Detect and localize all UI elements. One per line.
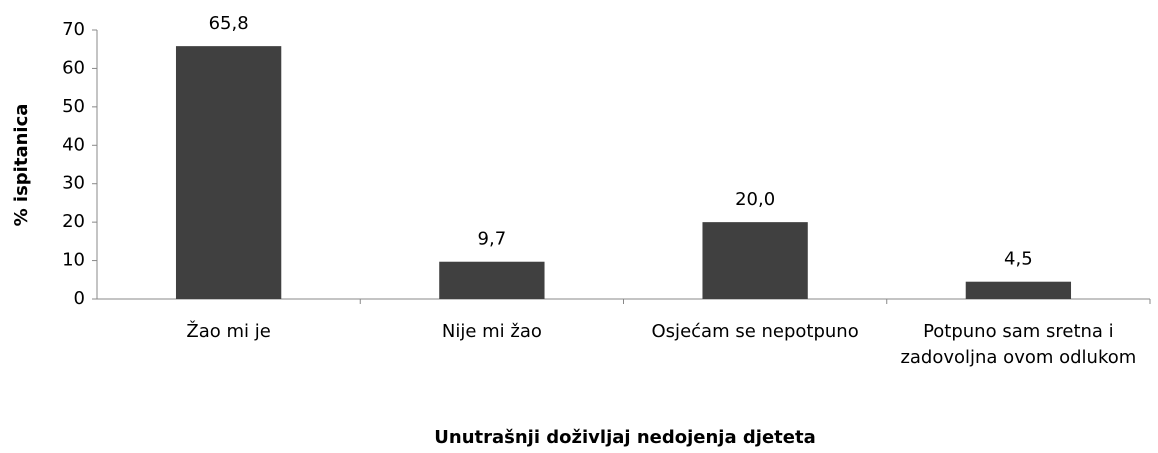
y-tick-label: 50 — [62, 96, 85, 117]
y-tick-label: 0 — [74, 288, 85, 309]
x-tick-label-box: Žao mi je — [186, 321, 271, 342]
value-label: 9,7 — [478, 229, 507, 250]
bar — [702, 222, 808, 299]
bar — [175, 46, 282, 299]
x-tick-label: Potpuno sam sretna i zadovoljna ovom odl… — [900, 321, 1137, 368]
bar — [439, 261, 545, 299]
x-tick-label-box: Nije mi žao — [441, 321, 542, 342]
value-label: 20,0 — [735, 189, 775, 210]
y-tick-label: 20 — [62, 211, 85, 232]
y-tick-label: 40 — [62, 134, 85, 155]
x-tick-label: Osjećam se nepotpuno — [651, 321, 859, 342]
bar — [965, 281, 1072, 299]
x-tick-label-box: Potpuno sam sretna i zadovoljna ovom odl… — [900, 321, 1137, 368]
y-tick-label: 70 — [62, 19, 85, 40]
y-tick-label: 60 — [62, 57, 85, 78]
value-label: 4,5 — [1004, 249, 1033, 270]
value-label: 65,8 — [209, 13, 249, 34]
y-tick-label: 30 — [62, 173, 85, 194]
x-tick-label-box: Osjećam se nepotpuno — [651, 321, 859, 342]
x-axis-title: Unutrašnji doživljaj nedojenja djeteta — [434, 427, 815, 448]
y-axis-title: % ispitanica — [11, 104, 32, 227]
x-tick-label: Nije mi žao — [441, 321, 542, 342]
y-tick-label: 10 — [62, 250, 85, 271]
x-tick-label: Žao mi je — [186, 321, 271, 342]
